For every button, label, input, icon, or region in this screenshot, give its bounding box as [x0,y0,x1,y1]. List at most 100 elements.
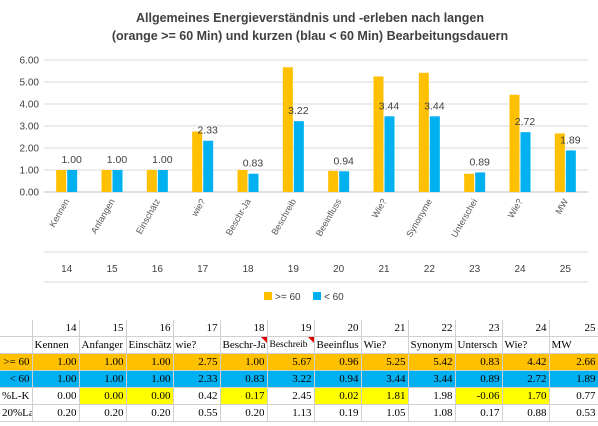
bar-series-1 [237,170,248,192]
value-cell[interactable]: 1.81 [361,387,409,405]
bar-series-2 [475,172,486,192]
category-number: 16 [152,264,164,275]
header-label-cell[interactable]: wie? [173,336,221,354]
value-cell[interactable]: 0.89 [455,370,503,388]
header-label-cell[interactable]: Wie? [361,336,409,354]
value-cell[interactable]: 1.08 [408,404,456,422]
value-cell[interactable]: 0.20 [126,404,174,422]
value-cell[interactable]: 4.42 [502,353,550,371]
header-number-cell[interactable]: 25 [549,320,598,337]
bar-series-1 [328,170,339,192]
header-label-cell[interactable]: Beschreib [267,336,315,354]
bar-series-1 [192,131,203,192]
category-label: Synonyme [404,197,434,239]
value-cell[interactable]: 1.00 [32,353,80,371]
value-cell[interactable]: 0.00 [79,387,127,405]
value-cell[interactable]: 3.22 [267,370,315,388]
category-label: Beschreib [269,197,298,237]
header-label-cell[interactable]: Untersch [455,336,503,354]
header-number-cell[interactable]: 23 [455,320,503,337]
header-number-cell[interactable]: 19 [267,320,315,337]
value-cell[interactable]: 1.00 [32,370,80,388]
value-cell[interactable]: 1.98 [408,387,456,405]
row-label-cell[interactable]: >= 60 [0,353,33,371]
data-label: 1.00 [152,154,173,166]
header-label-cell[interactable]: Kennen [32,336,80,354]
category-number: 24 [514,264,526,275]
value-cell[interactable]: 5.42 [408,353,456,371]
value-cell[interactable]: 0.94 [314,370,362,388]
value-cell[interactable]: 2.75 [173,353,221,371]
value-cell[interactable]: 0.00 [32,387,80,405]
value-cell[interactable]: 0.17 [455,404,503,422]
category-number: 17 [197,264,209,275]
header-label-cell[interactable]: Beschr-Ja [220,336,268,354]
value-cell[interactable]: 1.00 [79,353,127,371]
header-label-cell[interactable]: Wie? [502,336,550,354]
value-cell[interactable]: 0.77 [549,387,598,405]
value-cell[interactable]: 0.53 [549,404,598,422]
value-cell[interactable]: 0.88 [502,404,550,422]
table-cell[interactable] [0,320,33,337]
data-label: 1.89 [560,134,581,146]
row-label-cell[interactable]: %L-K [0,387,33,405]
value-cell[interactable]: 3.44 [361,370,409,388]
data-labels: 1.00 1.00 1.00 2.33 0.83 3.22 0.94 3.44 3.44 0.89… [61,100,580,169]
category-label: Unterschei [449,197,479,239]
header-number-cell[interactable]: 16 [126,320,174,337]
table-row: 20%La 0.20 0.20 0.20 0.55 0.20 1.13 0.19 1.05 1.0… [0,404,598,422]
header-label-cell[interactable]: Synonym [408,336,456,354]
value-cell[interactable]: 0.19 [314,404,362,422]
value-cell[interactable]: 1.00 [79,370,127,388]
value-cell[interactable]: 1.05 [361,404,409,422]
value-cell[interactable]: 2.66 [549,353,598,371]
value-cell[interactable]: 0.96 [314,353,362,371]
value-cell[interactable]: -0.06 [455,387,503,405]
bar-chart: Allgemeines Energieverständnis und -erle… [20,11,588,303]
value-cell[interactable]: 1.00 [220,353,268,371]
header-number-cell[interactable]: 22 [408,320,456,337]
value-cell[interactable]: 5.25 [361,353,409,371]
table-cell[interactable] [0,336,33,354]
value-cell[interactable]: 3.44 [408,370,456,388]
category-number: 20 [333,264,345,275]
value-cell[interactable]: 1.70 [502,387,550,405]
header-number-cell[interactable]: 21 [361,320,409,337]
legend-swatch [313,292,321,300]
category-number: 25 [560,264,572,275]
row-label-cell[interactable]: 20%La [0,404,33,422]
bar-series-2 [384,116,395,192]
header-number-cell[interactable]: 17 [173,320,221,337]
chart-title: Allgemeines Energieverständnis und -erle… [136,11,484,25]
header-label-cell[interactable]: Beeinflus [314,336,362,354]
value-cell[interactable]: 5.67 [267,353,315,371]
value-cell[interactable]: 0.20 [220,404,268,422]
value-cell[interactable]: 0.02 [314,387,362,405]
value-cell[interactable]: 1.00 [126,370,174,388]
value-cell[interactable]: 0.83 [220,370,268,388]
y-tick-label: 0.00 [20,188,40,199]
value-cell[interactable]: 1.13 [267,404,315,422]
header-number-cell[interactable]: 20 [314,320,362,337]
value-cell[interactable]: 1.89 [549,370,598,388]
value-cell[interactable]: 0.42 [173,387,221,405]
value-cell[interactable]: 2.72 [502,370,550,388]
value-cell[interactable]: 0.17 [220,387,268,405]
header-number-cell[interactable]: 15 [79,320,127,337]
value-cell[interactable]: 1.00 [126,353,174,371]
header-label-cell[interactable]: Anfanger [79,336,127,354]
value-cell[interactable]: 0.00 [126,387,174,405]
value-cell[interactable]: 0.55 [173,404,221,422]
header-number-cell[interactable]: 14 [32,320,80,337]
header-number-cell[interactable]: 24 [502,320,550,337]
value-cell[interactable]: 0.20 [32,404,80,422]
header-label-cell[interactable]: Einschätz [126,336,174,354]
value-cell[interactable]: 2.33 [173,370,221,388]
value-cell[interactable]: 0.83 [455,353,503,371]
header-number-cell[interactable]: 18 [220,320,268,337]
category-label: Beschr-Ja [224,197,253,237]
value-cell[interactable]: 2.45 [267,387,315,405]
row-label-cell[interactable]: < 60 [0,370,33,388]
header-label-cell[interactable]: MW [549,336,598,354]
value-cell[interactable]: 0.20 [79,404,127,422]
